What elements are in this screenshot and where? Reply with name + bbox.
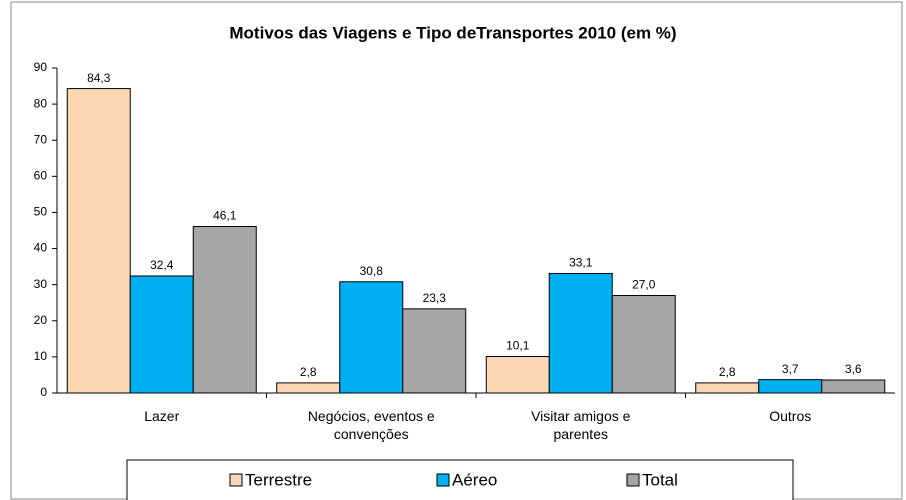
value-label: 23,3 (423, 291, 447, 305)
y-tick-label: 70 (34, 132, 48, 146)
legend-label: Terrestre (245, 470, 312, 489)
y-tick-label: 60 (34, 169, 48, 183)
value-label: 84,3 (87, 71, 111, 85)
legend-swatch (229, 473, 243, 487)
legend-label: Aéreo (452, 470, 497, 489)
value-label: 2,8 (719, 365, 736, 379)
legend-swatch (626, 473, 640, 487)
x-tick-label: Negócios, eventos e convenções (307, 408, 435, 442)
value-label: 32,4 (150, 258, 174, 272)
value-label: 3,7 (782, 362, 799, 376)
x-tick-label: Visitar amigos e parentes (531, 408, 631, 442)
bar (192, 226, 257, 394)
y-tick-label: 80 (34, 96, 48, 110)
bar (129, 275, 194, 394)
value-label: 2,8 (300, 365, 317, 379)
legend-swatch (436, 473, 450, 487)
legend-label: Total (642, 470, 678, 489)
value-label: 3,6 (845, 362, 862, 376)
bar (66, 88, 131, 394)
bar (821, 379, 886, 394)
bar (276, 382, 341, 394)
y-tick-label: 0 (40, 385, 47, 399)
value-label: 46,1 (213, 209, 237, 223)
y-tick-label: 10 (34, 349, 48, 363)
bar (339, 281, 404, 394)
value-label: 27,0 (632, 278, 656, 292)
value-label: 30,8 (360, 264, 384, 278)
bar (485, 356, 550, 394)
y-tick-label: 50 (34, 205, 48, 219)
bar (695, 382, 760, 394)
y-tick-label: 40 (34, 241, 48, 255)
value-label: 10,1 (506, 339, 530, 353)
value-label: 33,1 (569, 256, 593, 270)
bar (548, 272, 613, 394)
x-tick-label: Lazer (144, 408, 180, 424)
chart-title: Motivos das Viagens e Tipo deTransportes… (229, 23, 676, 42)
bar (402, 308, 467, 394)
y-tick-label: 20 (34, 313, 48, 327)
y-tick-label: 30 (34, 277, 48, 291)
x-tick-label: Outros (769, 408, 812, 424)
y-tick-label: 90 (34, 60, 48, 74)
bar (611, 295, 676, 394)
bar (758, 379, 823, 394)
